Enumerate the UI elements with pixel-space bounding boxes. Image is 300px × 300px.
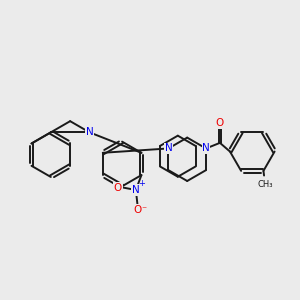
Text: N: N bbox=[202, 143, 210, 154]
Text: N: N bbox=[132, 185, 140, 195]
Text: N: N bbox=[164, 143, 172, 154]
Text: N: N bbox=[85, 127, 93, 137]
Text: O: O bbox=[114, 182, 122, 193]
Text: O: O bbox=[133, 205, 142, 214]
Text: ⁻: ⁻ bbox=[142, 206, 147, 216]
Text: O: O bbox=[216, 118, 224, 128]
Text: CH₃: CH₃ bbox=[257, 180, 273, 189]
Text: +: + bbox=[139, 179, 145, 188]
